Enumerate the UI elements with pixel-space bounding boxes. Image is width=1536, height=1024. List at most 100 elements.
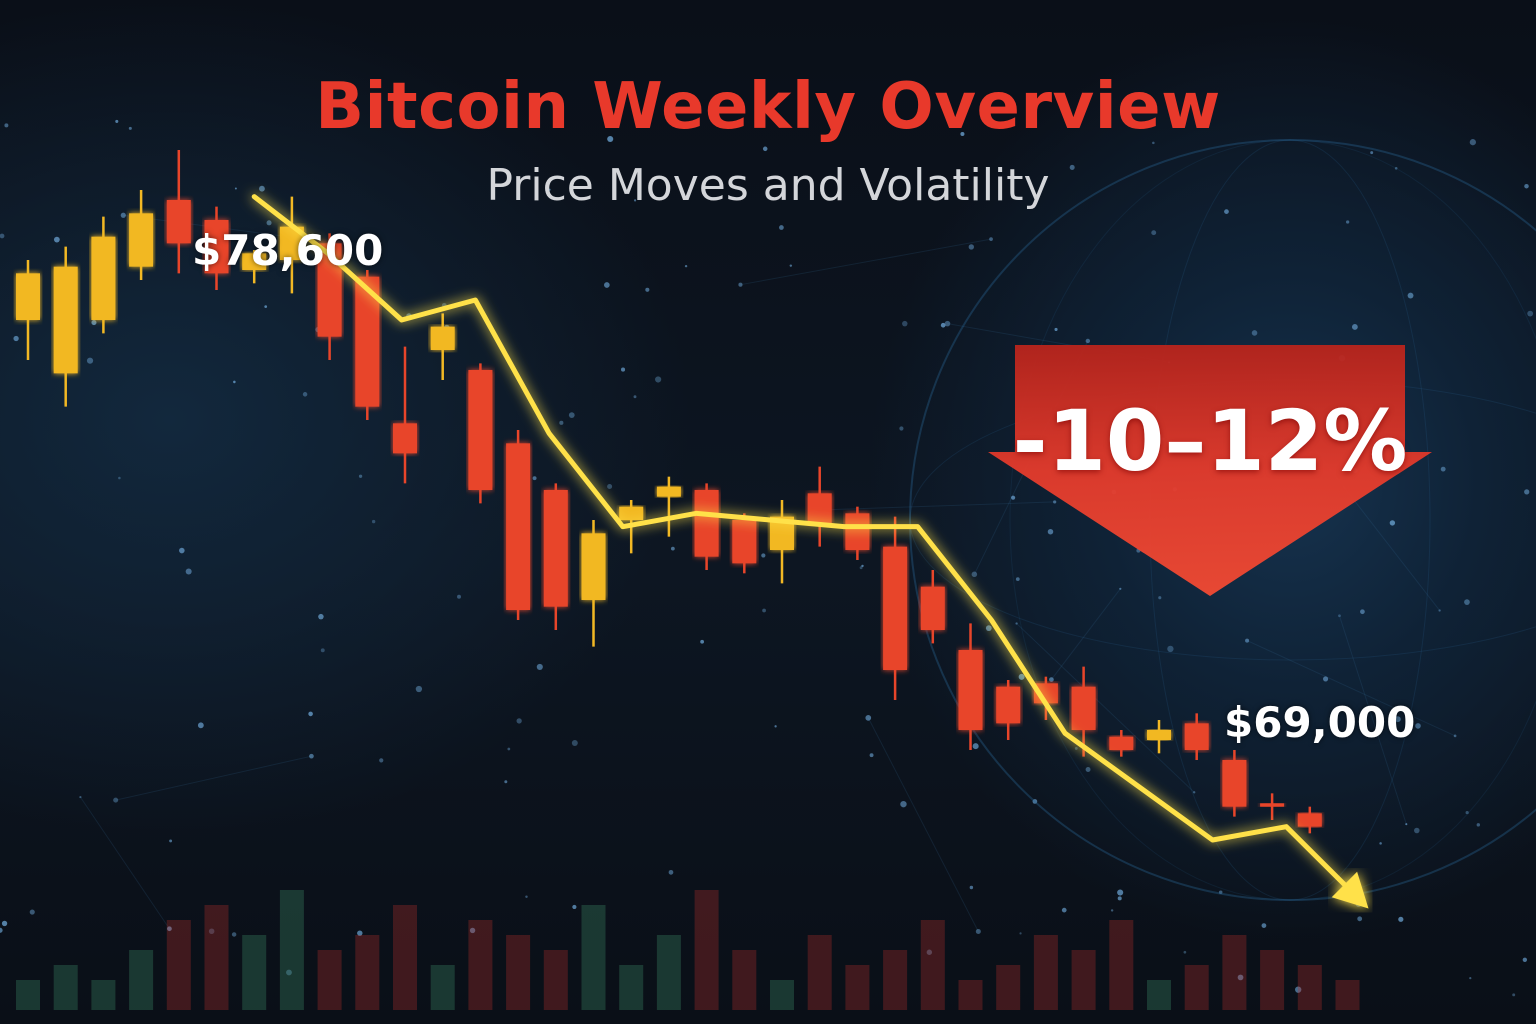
candle-body xyxy=(732,520,757,564)
network-node xyxy=(1018,673,1025,680)
network-node xyxy=(1512,993,1516,997)
network-node xyxy=(1192,791,1196,794)
network-node xyxy=(532,476,537,481)
network-node xyxy=(1015,622,1018,625)
candle-body xyxy=(996,686,1021,724)
network-node xyxy=(1061,907,1067,913)
network-node xyxy=(13,335,19,342)
candle-body xyxy=(166,200,191,244)
network-node xyxy=(1218,890,1223,895)
candle-body xyxy=(204,220,229,274)
network-node xyxy=(469,927,476,934)
candle-body xyxy=(91,236,116,320)
network-node xyxy=(1085,767,1091,772)
network-node xyxy=(969,885,974,890)
network-link xyxy=(115,755,312,801)
candle-body xyxy=(129,213,154,267)
network-node xyxy=(684,264,688,268)
network-node xyxy=(29,909,35,915)
network-node xyxy=(774,725,777,728)
volume-bars xyxy=(16,890,1360,1010)
network-node xyxy=(1183,950,1187,954)
network-link xyxy=(1051,588,1121,680)
network-node xyxy=(309,753,314,759)
candle-body xyxy=(581,533,606,600)
network-node xyxy=(118,476,121,480)
network-link xyxy=(1338,615,1407,825)
network-node xyxy=(536,663,543,670)
candle-body xyxy=(1184,723,1209,750)
network-node xyxy=(115,119,119,123)
network-node xyxy=(1237,974,1244,981)
percent-change-label: -10–12% xyxy=(1012,392,1408,490)
network-node xyxy=(1074,746,1078,750)
network-node xyxy=(234,187,237,190)
network-node xyxy=(1360,609,1365,615)
network-node xyxy=(972,743,979,750)
network-link xyxy=(823,501,1055,511)
network-node xyxy=(960,132,965,137)
network-node xyxy=(738,282,743,287)
network-node xyxy=(989,237,993,241)
network-node xyxy=(286,969,292,976)
candle-body xyxy=(393,423,417,454)
volume-bar xyxy=(807,935,832,1010)
candle-body xyxy=(1297,813,1322,827)
network-node xyxy=(975,928,981,934)
volume-bar xyxy=(91,980,116,1010)
network-node xyxy=(185,568,192,575)
decline-arrow xyxy=(988,345,1432,596)
network-node xyxy=(1469,139,1476,146)
network-node xyxy=(358,474,363,478)
network-node xyxy=(1469,976,1472,980)
network-node xyxy=(670,546,675,551)
network-node xyxy=(861,564,864,568)
network-node xyxy=(571,739,578,746)
candle-body xyxy=(242,253,267,270)
network-node xyxy=(1224,209,1229,214)
network-node xyxy=(1524,183,1529,189)
network-node xyxy=(940,322,946,328)
network-node xyxy=(1053,500,1057,504)
volume-bar xyxy=(53,965,78,1010)
candlesticks xyxy=(16,150,1322,834)
candle-body xyxy=(468,370,493,490)
network-node xyxy=(1152,141,1155,145)
volume-bar xyxy=(166,920,191,1010)
network-node xyxy=(266,220,272,226)
candle-body xyxy=(1147,730,1171,740)
network-node xyxy=(604,282,610,288)
network-node xyxy=(1119,587,1122,590)
trend-arrowhead xyxy=(1331,871,1369,909)
network-node xyxy=(1338,614,1341,618)
network-node xyxy=(516,718,522,724)
network-node xyxy=(1151,230,1157,236)
volume-bar xyxy=(883,950,908,1010)
network-node xyxy=(113,797,119,803)
network-node xyxy=(869,753,874,758)
network-node xyxy=(1346,220,1350,224)
network-node xyxy=(1167,645,1174,653)
candle-body xyxy=(958,650,983,730)
network-node xyxy=(700,639,705,644)
trend-line-path xyxy=(251,194,1363,903)
network-node xyxy=(900,800,907,808)
volume-bar xyxy=(1147,980,1171,1010)
volume-bar xyxy=(1222,935,1247,1010)
network-node xyxy=(169,839,173,843)
volume-bar xyxy=(845,965,870,1010)
network-node xyxy=(1323,676,1329,682)
candle-body xyxy=(16,273,40,320)
candle-body xyxy=(1260,803,1285,807)
network-node xyxy=(264,305,268,308)
network-node xyxy=(1295,986,1302,993)
network-node xyxy=(415,685,423,693)
network-node xyxy=(1351,324,1358,330)
network-node xyxy=(865,714,872,721)
network-node xyxy=(1370,151,1374,155)
network-node xyxy=(167,926,172,932)
network-node xyxy=(968,244,975,250)
network-node xyxy=(1117,889,1124,896)
network-node xyxy=(1464,599,1470,605)
